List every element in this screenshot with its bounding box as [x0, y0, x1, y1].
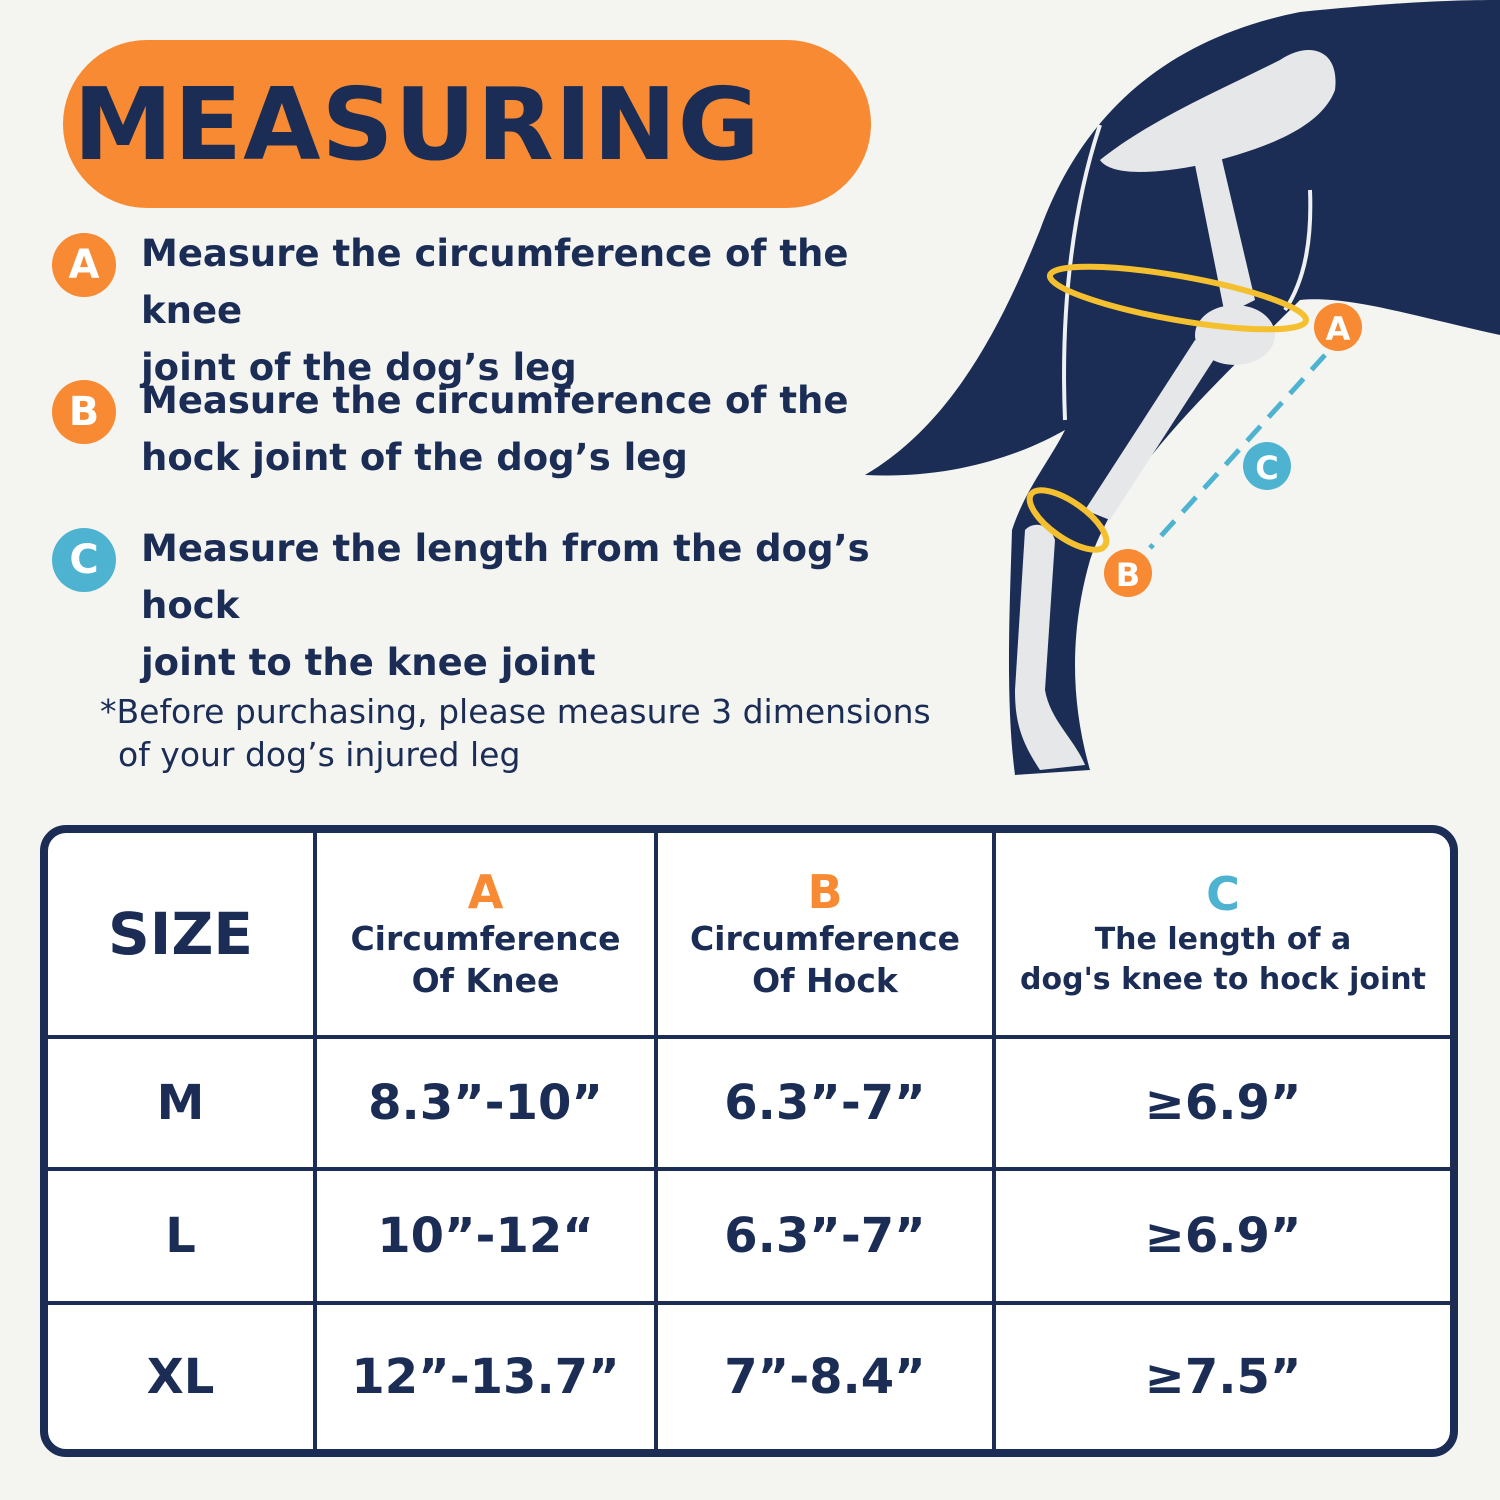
step-a: A Measure the circumference of the knee j…: [52, 232, 941, 396]
table-cell-hock: 7”-8.4”: [658, 1305, 996, 1449]
header-length: C The length of a dog's knee to hock joi…: [996, 833, 1450, 1039]
badge-a: A: [52, 233, 116, 297]
step-b: B Measure the circumference of the hock j…: [52, 379, 941, 486]
purchase-note: *Before purchasing, please measure 3 dim…: [100, 690, 931, 776]
table-cell-length: ≥7.5”: [1144, 1349, 1302, 1405]
dog-leg-illustration: A B C: [865, 0, 1500, 775]
knee-ring: [1046, 263, 1310, 333]
length-dashed-line: [1148, 353, 1327, 550]
step-b-line1: Measure the circumference of the: [141, 379, 849, 422]
table-cell-knee: 8.3”-10”: [317, 1039, 658, 1171]
step-c-line2: joint to the knee joint: [141, 641, 596, 684]
hock-ring: [1026, 487, 1110, 553]
header-knee: A Circumference Of Knee: [317, 833, 658, 1039]
table-cell-knee: 12”-13.7”: [317, 1305, 658, 1449]
table-cell-length: ≥6.9”: [996, 1039, 1450, 1171]
title-banner: MEASURING: [63, 40, 871, 208]
skeleton: [1015, 50, 1336, 770]
table-cell-hock: 6.3”-7”: [658, 1039, 996, 1171]
size-chart-table: SIZE A Circumference Of Knee B Circumfer…: [40, 825, 1458, 1457]
label-c-circle: [1243, 442, 1291, 490]
table-cell-size: M: [48, 1039, 317, 1171]
step-a-line1: Measure the circumference of the knee: [141, 232, 849, 332]
step-a-line2: joint of the dog’s leg: [141, 346, 577, 389]
label-a: A: [1326, 310, 1351, 348]
step-b-line2: hock joint of the dog’s leg: [141, 436, 688, 479]
label-a-circle: [1314, 303, 1362, 351]
step-c: C Measure the length from the dog’s hock…: [52, 527, 941, 691]
label-b: B: [1116, 556, 1140, 594]
note-line2: of your dog’s injured leg: [118, 735, 521, 774]
badge-c: C: [52, 528, 116, 592]
note-line1: *Before purchasing, please measure 3 dim…: [100, 692, 931, 731]
fur-line-right: [1283, 189, 1313, 312]
table-cell-size: L: [48, 1171, 317, 1305]
header-size: SIZE: [48, 833, 317, 1039]
label-b-circle: [1104, 549, 1152, 597]
table-cell-hock: 6.3”-7”: [658, 1171, 996, 1305]
step-c-line1: Measure the length from the dog’s hock: [141, 527, 870, 627]
fur-line-left: [1062, 124, 1102, 421]
label-c: C: [1255, 449, 1278, 487]
header-hock: B Circumference Of Hock: [658, 833, 996, 1039]
table-cell-size: XL: [48, 1305, 317, 1449]
page-title: MEASURING: [73, 65, 761, 183]
table-cell-length: ≥6.9”: [996, 1171, 1450, 1305]
badge-b: B: [52, 380, 116, 444]
table-cell-knee: 10”-12“: [317, 1171, 658, 1305]
